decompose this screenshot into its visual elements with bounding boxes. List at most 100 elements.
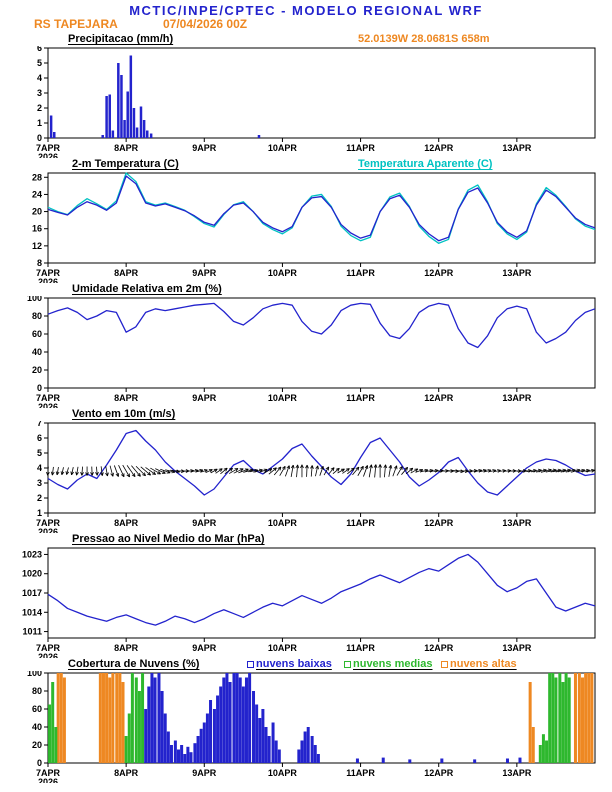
svg-text:5: 5 — [37, 58, 42, 68]
svg-text:0: 0 — [37, 133, 42, 143]
svg-text:3: 3 — [37, 478, 42, 488]
svg-text:2026: 2026 — [38, 652, 58, 658]
svg-text:8APR: 8APR — [114, 768, 139, 778]
svg-text:13APR: 13APR — [502, 393, 532, 403]
svg-text:100: 100 — [27, 296, 42, 303]
page-title: MCTIC/INPE/CPTEC - MODELO REGIONAL WRF — [129, 3, 483, 18]
svg-text:1020: 1020 — [22, 569, 42, 579]
svg-text:2026: 2026 — [38, 152, 58, 158]
svg-text:10APR: 10APR — [268, 393, 298, 403]
svg-text:80: 80 — [32, 686, 42, 696]
svg-text:8APR: 8APR — [114, 518, 139, 528]
svg-text:2026: 2026 — [38, 277, 58, 283]
svg-text:9APR: 9APR — [192, 268, 217, 278]
panel-wind: Vento em 10m (m/s) 1 2 3 4 5 6 7 7APR 2026 8APR 9A… — [0, 408, 612, 533]
svg-text:9APR: 9APR — [192, 393, 217, 403]
svg-text:13APR: 13APR — [502, 768, 532, 778]
svg-text:40: 40 — [32, 347, 42, 357]
svg-text:0: 0 — [37, 383, 42, 393]
svg-text:10APR: 10APR — [268, 143, 298, 153]
temperature-title: 2-m Temperatura (C) — [72, 158, 179, 170]
svg-text:13APR: 13APR — [502, 643, 532, 653]
svg-text:8APR: 8APR — [114, 393, 139, 403]
svg-text:2: 2 — [37, 493, 42, 503]
svg-text:10APR: 10APR — [268, 268, 298, 278]
svg-text:2: 2 — [37, 103, 42, 113]
svg-text:7APR: 7APR — [36, 768, 61, 778]
svg-text:7APR: 7APR — [36, 518, 61, 528]
svg-text:1: 1 — [37, 118, 42, 128]
svg-text:1014: 1014 — [22, 607, 42, 617]
svg-text:1017: 1017 — [22, 588, 42, 598]
svg-text:16: 16 — [32, 224, 42, 234]
precipitation-title-row: Precipitacao (mm/h) 52.0139W 28.0681S 65… — [0, 33, 612, 46]
svg-text:80: 80 — [32, 311, 42, 321]
svg-text:13APR: 13APR — [502, 143, 532, 153]
svg-text:12APR: 12APR — [424, 768, 454, 778]
svg-text:9APR: 9APR — [192, 643, 217, 653]
model-run-time: 07/04/2026 00Z — [163, 17, 248, 31]
svg-text:11APR: 11APR — [346, 518, 375, 528]
pressure-title-row: Pressao ao Nivel Medio do Mar (hPa) — [0, 533, 612, 546]
svg-text:6: 6 — [37, 46, 42, 53]
svg-text:11APR: 11APR — [346, 268, 375, 278]
legend-label-altas: nuvens altas — [450, 658, 517, 670]
svg-text:10APR: 10APR — [268, 768, 298, 778]
legend-square-altas-icon — [441, 661, 448, 668]
svg-text:11APR: 11APR — [346, 393, 375, 403]
svg-text:7APR: 7APR — [36, 393, 61, 403]
legend-nuvens-altas: nuvens altas — [441, 658, 517, 670]
svg-text:1: 1 — [37, 508, 42, 518]
svg-text:8APR: 8APR — [114, 268, 139, 278]
svg-text:9APR: 9APR — [192, 768, 217, 778]
svg-text:60: 60 — [32, 329, 42, 339]
svg-text:7APR: 7APR — [36, 268, 61, 278]
legend-nuvens-medias: nuvens medias — [344, 658, 432, 670]
svg-text:2026: 2026 — [38, 527, 58, 533]
svg-text:4: 4 — [37, 463, 42, 473]
svg-text:28: 28 — [32, 172, 42, 182]
apparent-temperature-label: Temperatura Aparente (C) — [358, 158, 493, 170]
svg-text:8APR: 8APR — [114, 643, 139, 653]
svg-text:2026: 2026 — [38, 777, 58, 783]
svg-text:20: 20 — [32, 365, 42, 375]
svg-text:10APR: 10APR — [268, 518, 298, 528]
svg-text:13APR: 13APR — [502, 268, 532, 278]
svg-text:2026: 2026 — [38, 402, 58, 408]
svg-text:12APR: 12APR — [424, 268, 454, 278]
wind-title: Vento em 10m (m/s) — [72, 408, 176, 420]
station-name: RS TAPEJARA — [34, 17, 118, 31]
svg-text:40: 40 — [32, 722, 42, 732]
panel-pressure: Pressao ao Nivel Medio do Mar (hPa) 1011… — [0, 533, 612, 658]
legend-nuvens-baixas: nuvens baixas — [247, 658, 332, 670]
svg-text:1023: 1023 — [22, 549, 42, 559]
svg-text:7APR: 7APR — [36, 143, 61, 153]
clouds-title-row: Cobertura de Nuvens (%) nuvens baixas nu… — [0, 658, 612, 671]
svg-text:6: 6 — [37, 433, 42, 443]
svg-text:12APR: 12APR — [424, 143, 454, 153]
header-line2: RS TAPEJARA 07/04/2026 00Z — [0, 17, 612, 31]
panel-temperature: 2-m Temperatura (C) Temperatura Aparente… — [0, 158, 612, 283]
svg-text:9APR: 9APR — [192, 518, 217, 528]
svg-text:5: 5 — [37, 448, 42, 458]
svg-text:11APR: 11APR — [346, 643, 375, 653]
svg-text:0: 0 — [37, 758, 42, 768]
panels-column: Precipitacao (mm/h) 52.0139W 28.0681S 65… — [0, 33, 612, 783]
svg-text:12APR: 12APR — [424, 393, 454, 403]
svg-text:3: 3 — [37, 88, 42, 98]
svg-text:7APR: 7APR — [36, 643, 61, 653]
legend-label-baixas: nuvens baixas — [256, 658, 332, 670]
humidity-title: Umidade Relativa em 2m (%) — [72, 283, 222, 295]
svg-text:8: 8 — [37, 258, 42, 268]
svg-text:13APR: 13APR — [502, 518, 532, 528]
svg-text:12APR: 12APR — [424, 643, 454, 653]
temperature-title-row: 2-m Temperatura (C) Temperatura Aparente… — [0, 158, 612, 171]
clouds-title: Cobertura de Nuvens (%) — [68, 658, 200, 670]
legend-label-medias: nuvens medias — [353, 658, 433, 670]
svg-text:60: 60 — [32, 704, 42, 714]
svg-text:12APR: 12APR — [424, 518, 454, 528]
